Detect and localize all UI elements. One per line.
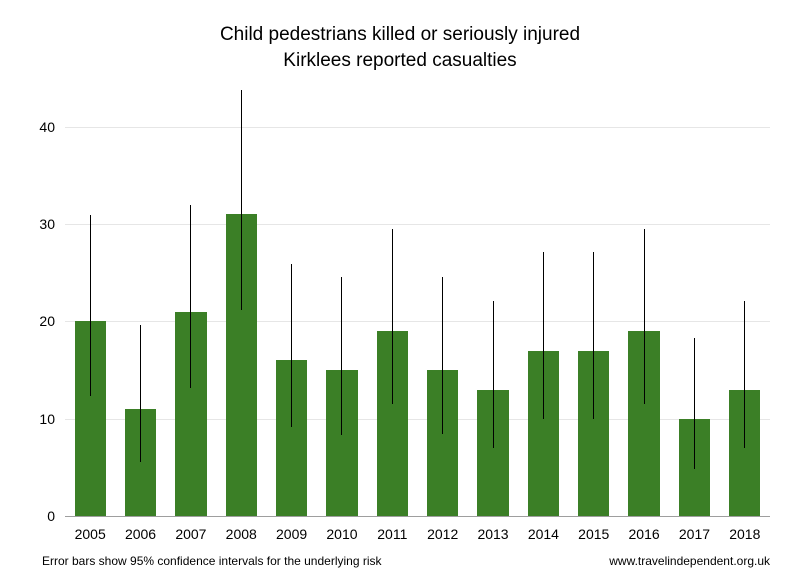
x-tick-label: 2017 bbox=[679, 526, 710, 542]
error-bar bbox=[341, 277, 342, 436]
error-bar bbox=[593, 252, 594, 418]
footnote-confidence: Error bars show 95% confidence intervals… bbox=[42, 554, 382, 568]
x-tick-label: 2018 bbox=[729, 526, 760, 542]
error-bar bbox=[543, 252, 544, 418]
error-bar bbox=[493, 301, 494, 448]
chart-title-line2: Kirklees reported casualties bbox=[283, 50, 516, 71]
error-bar bbox=[291, 264, 292, 426]
x-tick-label: 2011 bbox=[377, 526, 407, 542]
x-tick-label: 2007 bbox=[175, 526, 206, 542]
gridline bbox=[65, 127, 770, 128]
error-bar bbox=[90, 215, 91, 396]
error-bar bbox=[140, 325, 141, 462]
gridline bbox=[65, 516, 770, 517]
chart-container: Child pedestrians killed or seriously in… bbox=[0, 0, 800, 580]
x-tick-label: 2010 bbox=[326, 526, 357, 542]
x-tick-label: 2008 bbox=[226, 526, 257, 542]
error-bar bbox=[694, 338, 695, 469]
plot-area: 0102030402005200620072008200920102011201… bbox=[65, 88, 770, 516]
x-tick-label: 2006 bbox=[125, 526, 156, 542]
x-tick-label: 2016 bbox=[629, 526, 660, 542]
footnote-source-url: www.travelindependent.org.uk bbox=[609, 554, 770, 568]
x-tick-label: 2012 bbox=[427, 526, 458, 542]
error-bar bbox=[190, 205, 191, 388]
chart-title: Child pedestrians killed or seriously in… bbox=[0, 22, 800, 73]
y-tick-label: 30 bbox=[39, 216, 55, 232]
chart-title-line1: Child pedestrians killed or seriously in… bbox=[220, 24, 580, 45]
x-tick-label: 2005 bbox=[75, 526, 106, 542]
gridline bbox=[65, 419, 770, 420]
x-tick-label: 2015 bbox=[578, 526, 609, 542]
error-bar bbox=[241, 90, 242, 310]
error-bar bbox=[392, 229, 393, 404]
y-tick-label: 20 bbox=[39, 313, 55, 329]
gridline bbox=[65, 321, 770, 322]
x-tick-label: 2014 bbox=[528, 526, 559, 542]
error-bar bbox=[744, 301, 745, 448]
y-tick-label: 10 bbox=[39, 411, 55, 427]
error-bar bbox=[442, 277, 443, 435]
error-bar bbox=[644, 229, 645, 404]
y-tick-label: 0 bbox=[47, 508, 55, 524]
gridline bbox=[65, 224, 770, 225]
y-tick-label: 40 bbox=[39, 119, 55, 135]
x-tick-label: 2013 bbox=[477, 526, 508, 542]
x-tick-label: 2009 bbox=[276, 526, 307, 542]
